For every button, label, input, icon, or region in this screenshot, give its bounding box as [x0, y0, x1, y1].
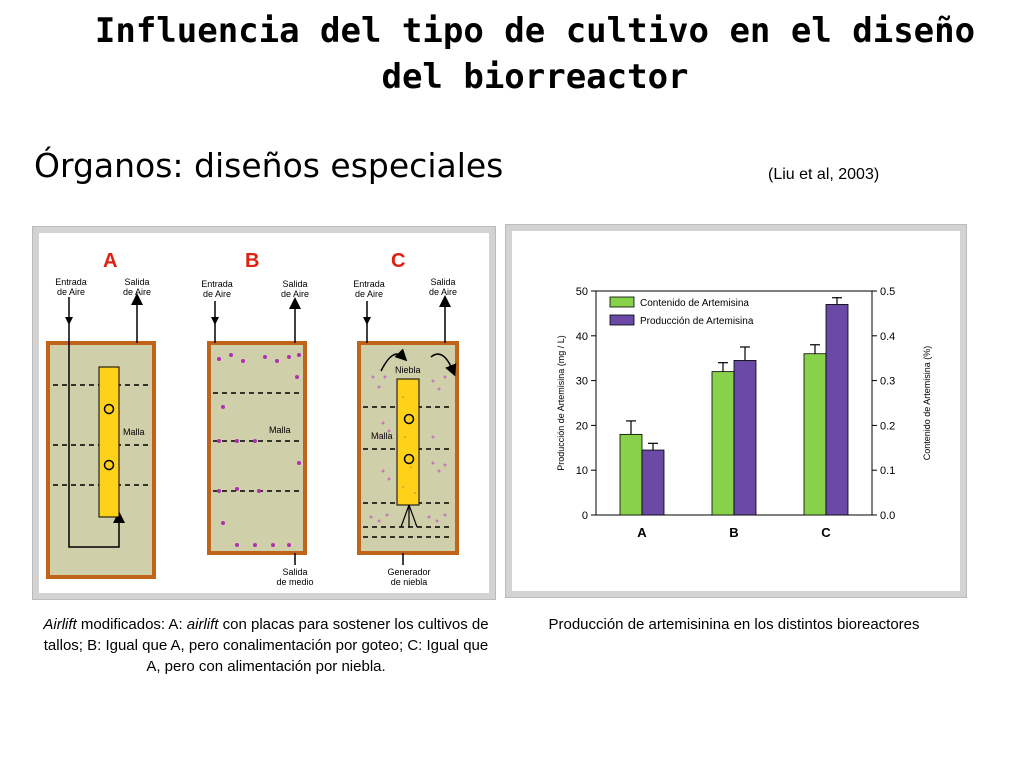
legend-swatch: [609, 296, 635, 308]
y-tick-label-left: 20: [576, 420, 588, 432]
reactor-a-mesh-label: Malla: [123, 427, 145, 437]
legend-label: Producción de Artemisina: [640, 316, 754, 327]
y-tick-label-right: 0.2: [880, 420, 895, 432]
reactor-c-bottom-line1: Generador: [387, 567, 430, 577]
x-tick-label: C: [821, 525, 831, 540]
legend-label: Contenido de Artemisina: [640, 298, 749, 309]
reactor-b-vessel: [207, 341, 307, 555]
reactor-b-droplets: [217, 353, 301, 547]
reactor-a-outlet-line1: Salida: [124, 277, 149, 287]
y-tick-label-left: 50: [576, 286, 588, 298]
reactor-c-mist-label: Niebla: [395, 365, 421, 375]
x-tick-label: B: [729, 525, 738, 540]
reactor-a-inlet-line1: Entrada: [55, 277, 87, 287]
reactor-b-outlet-line2: de Aire: [281, 289, 309, 299]
reactor-b-inlet-line2: de Aire: [203, 289, 231, 299]
caption-airlift-1: Airlift: [43, 616, 77, 633]
reactor-c-bottom-line2: de niebla: [391, 577, 428, 587]
bar-content: [619, 433, 643, 516]
reactor-b-inlet-line1: Entrada: [201, 279, 233, 289]
citation: (Liu et al, 2003): [768, 166, 880, 183]
y-tick-label-right: 0.4: [880, 331, 895, 343]
reactor-a-outlet-line2: de Aire: [123, 287, 151, 297]
reactor-c-outlet-line1: Salida: [430, 277, 455, 287]
reactor-b-letter: B: [245, 250, 259, 272]
reactor-a-mesh: [98, 366, 120, 518]
reactor-c-inlet-line1: Entrada: [353, 279, 385, 289]
x-tick-label: A: [637, 525, 647, 540]
caption-part-2: con placas para sostener los cultivos de…: [43, 616, 489, 675]
reactor-a-letter: A: [103, 250, 117, 272]
bar-production: [641, 449, 665, 516]
slide-title: Influencia del tipo de cultivo en el dis…: [94, 11, 976, 97]
bar-production: [733, 360, 757, 516]
diagram-caption: Airlift modificados: A: airlift con plac…: [36, 614, 496, 677]
y-tick-label-right: 0.0: [880, 510, 895, 522]
y-tick-label-right: 0.5: [880, 286, 895, 298]
reactor-b-bottom-line1: Salida: [282, 567, 307, 577]
y-tick-label-left: 30: [576, 376, 588, 388]
reactor-b: B Entrada de Aire Salida de Aire Malla: [201, 250, 313, 587]
caption-airlift-2: airlift: [186, 616, 219, 633]
y-axis-label-left: Producción de Artemisina (mg / L): [556, 335, 566, 471]
reactor-b-mesh-label: Malla: [269, 425, 291, 435]
bioreactor-diagram: A Entrada de Aire Salida de Aire Malla B…: [46, 250, 459, 587]
y-tick-label-right: 0.1: [880, 465, 895, 477]
y-tick-label-left: 40: [576, 331, 588, 343]
reactor-c-mist-droplets: [369, 375, 447, 523]
reactor-c: C Entrada de Aire Salida de Aire Niebla: [353, 250, 459, 587]
reactor-c-inlet-line2: de Aire: [355, 289, 383, 299]
y-axis-label-right: Contenido de Artemisina (%): [922, 346, 932, 461]
caption-part-1: modificados: A:: [76, 616, 187, 633]
reactor-b-outlet-line1: Salida: [282, 279, 307, 289]
bar-content: [803, 353, 827, 516]
chart-caption: Producción de artemisinina en los distin…: [548, 616, 920, 633]
bar-production: [825, 304, 849, 516]
slide-subtitle: Órganos: diseños especiales: [34, 146, 504, 185]
chart-panel: 0 10 20 30 40 50 0.0 0.1 0.2 0.3 0.4 0.5 Producción …: [505, 224, 967, 598]
reactor-c-letter: C: [391, 250, 405, 272]
bar-content: [711, 371, 735, 516]
reactor-a: A Entrada de Aire Salida de Aire Malla: [46, 250, 156, 579]
reactor-a-inlet-line2: de Aire: [57, 287, 85, 297]
artemisinin-bar-chart: 0 10 20 30 40 50 0.0 0.1 0.2 0.3 0.4 0.5 Producción …: [556, 286, 932, 540]
reactor-c-mesh: [396, 378, 420, 506]
diagram-panel: A Entrada de Aire Salida de Aire Malla B…: [32, 226, 496, 600]
reactor-c-mesh-label: Malla: [371, 431, 393, 441]
reactor-b-bottom-line2: de medio: [276, 577, 313, 587]
y-tick-label-left: 0: [582, 510, 588, 522]
reactor-c-outlet-line2: de Aire: [429, 287, 457, 297]
y-tick-label-right: 0.3: [880, 376, 895, 388]
y-tick-label-left: 10: [576, 465, 588, 477]
legend-swatch: [609, 314, 635, 326]
